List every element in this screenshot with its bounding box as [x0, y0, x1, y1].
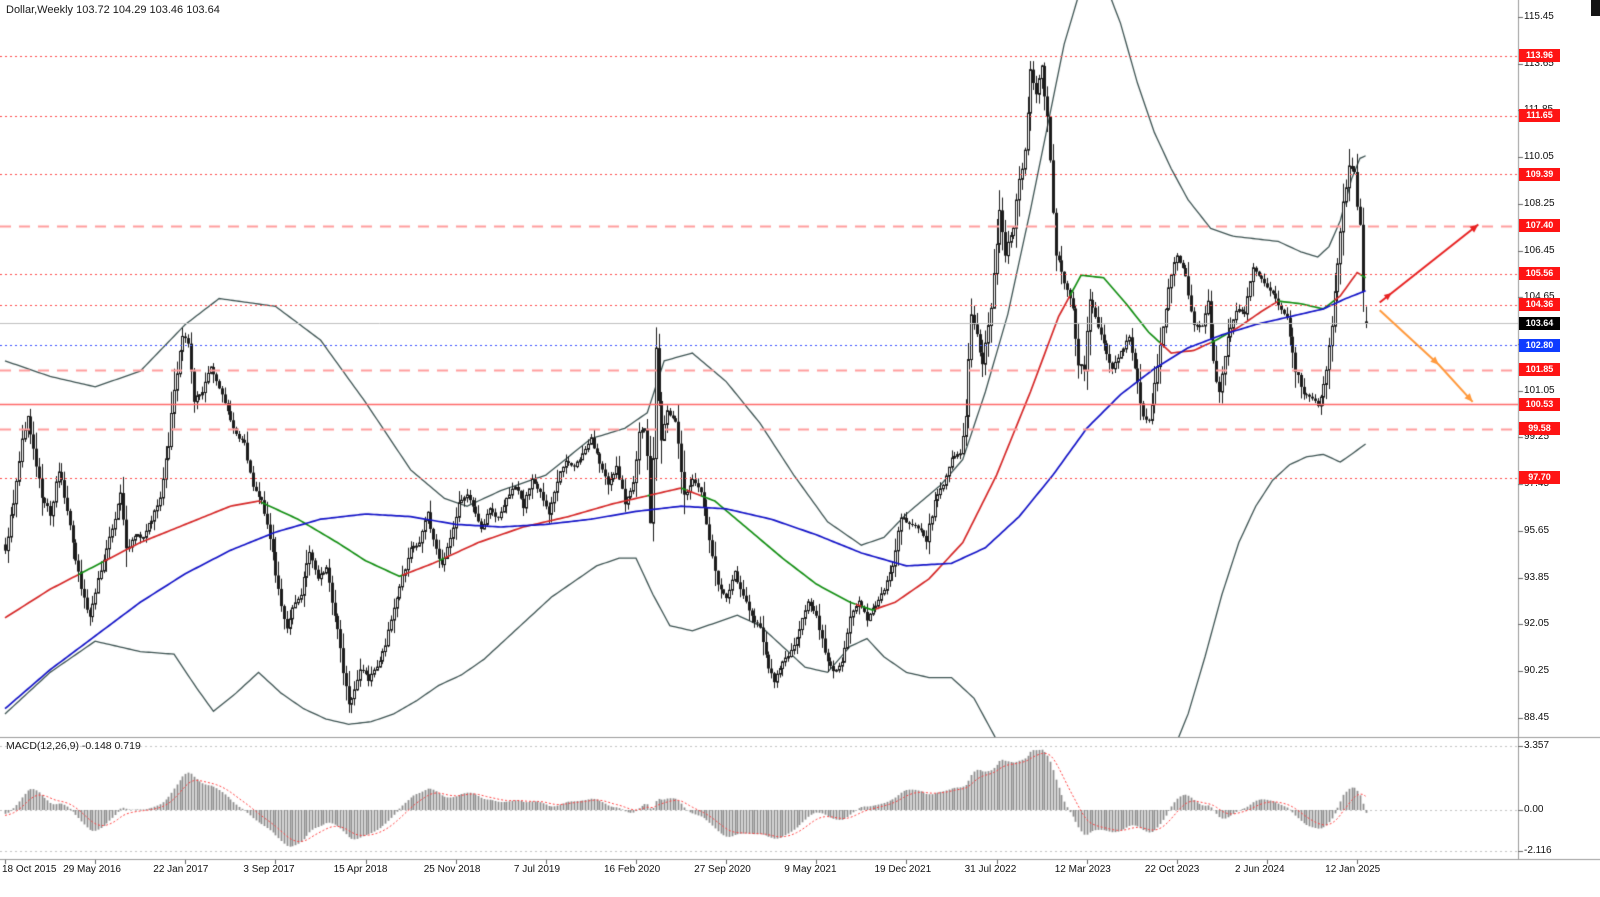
price-level-tag: 97.70 [1519, 471, 1560, 485]
time-axis-label: 18 Oct 2015 [2, 864, 57, 875]
time-axis-label: 22 Jan 2017 [153, 864, 209, 875]
time-axis-label: 25 Nov 2018 [423, 864, 481, 875]
price-axis-label: 88.45 [1524, 711, 1550, 723]
macd-indicator-label: MACD(12,26,9) -0.148 0.719 [6, 740, 141, 752]
price-level-tag: 105.56 [1519, 267, 1560, 281]
price-level-tag: 113.96 [1519, 49, 1560, 63]
price-level-tag: 111.65 [1519, 109, 1560, 123]
price-level-tag: 101.85 [1519, 363, 1560, 377]
time-axis-label: 31 Jul 2022 [964, 864, 1017, 875]
price-level-tag: 100.53 [1519, 397, 1560, 411]
time-axis-label: 19 Dec 2021 [874, 864, 932, 875]
macd-scale-label: -2.116 [1524, 844, 1552, 856]
price-axis-label: 108.25 [1524, 197, 1555, 209]
price-axis-label: 90.25 [1524, 665, 1550, 677]
time-axis-label: 15 Apr 2018 [333, 864, 388, 875]
time-axis-label: 7 Jul 2019 [513, 864, 561, 875]
price-axis-label: 115.45 [1524, 10, 1554, 22]
price-axis-label: 95.65 [1524, 524, 1550, 536]
price-level-tag: 104.36 [1519, 298, 1560, 312]
price-axis-label: 106.45 [1524, 244, 1555, 256]
time-axis-label: 27 Sep 2020 [694, 864, 751, 875]
chart-title: Dollar,Weekly 103.72 104.29 103.46 103.6… [6, 4, 220, 16]
price-axis-label: 93.85 [1524, 571, 1550, 583]
time-axis-label: 16 Feb 2020 [604, 864, 661, 875]
time-axis-label: 12 Mar 2023 [1054, 864, 1111, 875]
macd-scale-label: 0.00 [1524, 804, 1544, 815]
price-level-tag: 103.64 [1519, 316, 1560, 330]
time-axis-label: 9 May 2021 [784, 864, 837, 875]
time-axis-label: 3 Sep 2017 [243, 864, 295, 875]
price-axis-label: 92.05 [1524, 618, 1550, 630]
time-axis-label: 29 May 2016 [63, 864, 121, 875]
time-axis-label: 2 Jun 2024 [1235, 864, 1285, 875]
price-axis-label: 104.65 [1524, 291, 1555, 303]
price-axis-label: 99.25 [1524, 431, 1550, 443]
macd-scale-label: 3.357 [1524, 739, 1550, 751]
time-axis-label: 22 Oct 2023 [1144, 864, 1200, 875]
time-axis-label: 12 Jan 2025 [1325, 864, 1381, 875]
price-level-tag: 109.39 [1519, 167, 1560, 181]
chart-corner-box [1591, 0, 1600, 16]
price-axis-label: 110.05 [1524, 151, 1554, 163]
price-axis-label: 101.05 [1524, 384, 1555, 396]
price-level-tag: 107.40 [1519, 219, 1560, 233]
price-level-tag: 102.80 [1519, 338, 1560, 352]
price-axis-label: 113.65 [1524, 57, 1554, 69]
price-level-tag: 99.58 [1519, 422, 1560, 436]
